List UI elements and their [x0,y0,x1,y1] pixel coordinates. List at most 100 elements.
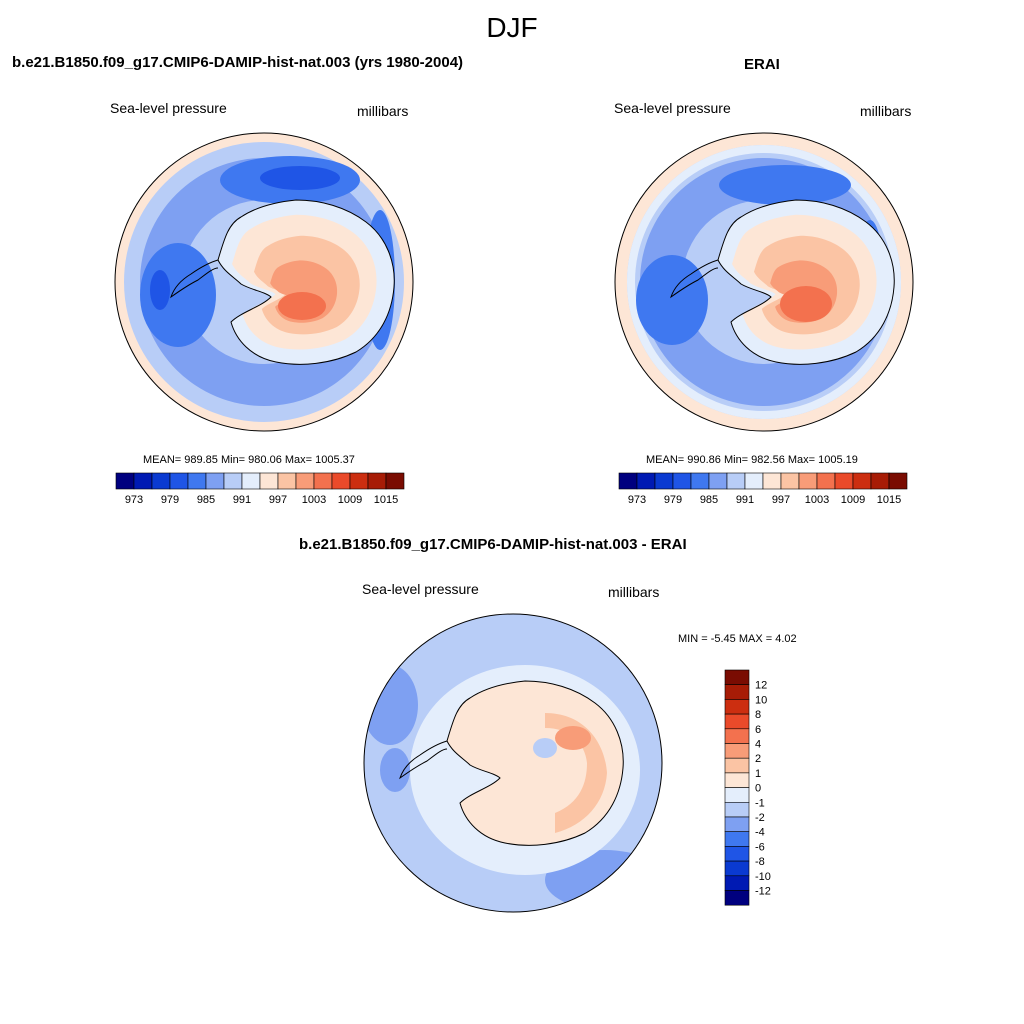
obs-colorbar-box [798,472,818,490]
model-low-center-2 [140,243,216,347]
model-colorbar-box [331,472,351,490]
model-colorbar-label: 979 [161,494,179,506]
model-colorbar-label: 1015 [374,494,398,506]
diff-colorbar-box [724,846,750,862]
model-colorbar-box [115,472,135,490]
diff-colorbar-box [724,860,750,877]
model-colorbar-label: 991 [233,494,251,506]
model-colorbar-box [277,472,297,490]
obs-colorbar-label: 985 [700,494,718,506]
model-colorbar-box [187,472,207,490]
model-colorbar-box [385,472,405,490]
diff-colorbar-box [724,743,750,759]
diff-colorbar-box [724,684,750,700]
model-colorbar-box [133,472,153,490]
model-colorbar-label: 997 [269,494,287,506]
model-colorbar-box [223,472,243,490]
diff-colorbar-box [724,890,750,906]
diff-colorbar-label: 10 [755,694,767,706]
diff-colorbar-label: -4 [755,827,765,839]
obs-colorbar: 973 979 985 991 997 1003 1009 1015 [618,472,908,506]
obs-variable-label: Sea-level pressure [614,100,731,116]
diff-negative-patch-2 [380,748,410,792]
diff-colorbar-box [724,875,750,891]
diff-colorbar-box [724,713,750,730]
obs-colorbar-label: 997 [772,494,790,506]
obs-units-label: millibars [860,103,912,119]
diff-stats: MIN = -5.45 MAX = 4.02 [678,633,797,645]
obs-colorbar-box [726,472,746,490]
model-colorbar-box [295,472,315,490]
obs-colorbar-box [870,472,890,490]
model-variable-label: Sea-level pressure [110,100,227,116]
obs-map-border [614,132,914,432]
obs-colorbar-box [834,472,854,490]
model-panel-title: b.e21.B1850.f09_g17.CMIP6-DAMIP-hist-nat… [12,54,464,71]
diff-colorbar-box [724,787,750,803]
obs-mid-ring [627,145,901,419]
diff-colorbar-label: 12 [755,680,767,692]
diff-panel-title: b.e21.B1850.f09_g17.CMIP6-DAMIP-hist-nat… [299,536,687,553]
model-colorbar-box [205,472,225,490]
obs-colorbar-box [708,472,728,490]
diff-colorbar-label: 4 [755,739,761,751]
diff-negative-patch-1 [364,665,418,745]
model-colorbar-box [259,472,279,490]
diff-colorbar-label: 1 [755,768,761,780]
obs-colorbar-box [690,472,710,490]
obs-low-center-2 [636,255,708,345]
model-colorbar-box [151,472,171,490]
model-colorbar-label: 1003 [302,494,326,506]
obs-colorbar-box [816,472,836,490]
diff-colorbar-label: -10 [755,871,771,883]
obs-colorbar-box [744,472,764,490]
diff-colorbar-box [724,816,750,832]
obs-colorbar-label: 979 [664,494,682,506]
diff-colorbar-box [724,772,750,788]
model-low-core-1 [260,166,340,190]
diff-colorbar-box [724,801,750,818]
obs-stats: MEAN= 990.86 Min= 982.56 Max= 1005.19 [646,454,858,466]
diff-colorbar-label: -6 [755,841,765,853]
figure-title: DJF [486,12,538,43]
obs-colorbar-box [636,472,656,490]
obs-colorbar-label: 1009 [841,494,865,506]
diff-colorbar-box [724,728,750,744]
obs-colorbar-label: 973 [628,494,646,506]
obs-panel-title: ERAI [744,56,780,73]
obs-colorbar-label: 1015 [877,494,901,506]
model-colorbar: 973 979 985 991 997 1003 1009 1015 [115,472,405,506]
obs-colorbar-label: 1003 [805,494,829,506]
diff-colorbar-label: -12 [755,886,771,898]
model-colorbar-label: 1009 [338,494,362,506]
obs-colorbar-box [888,472,908,490]
obs-low-center-1 [719,165,851,205]
obs-colorbar-box [762,472,782,490]
model-colorbar-box [241,472,261,490]
model-map-border [114,132,414,432]
diff-colorbar-label: 2 [755,753,761,765]
diff-map [363,613,663,913]
diff-map-border [363,613,663,913]
diff-units-label: millibars [608,584,660,600]
obs-colorbar-box [852,472,872,490]
diff-colorbar-label: -8 [755,856,765,868]
obs-colorbar-label: 991 [736,494,754,506]
model-units-label: millibars [357,103,409,119]
model-colorbar-box [169,472,189,490]
obs-colorbar-box [672,472,692,490]
model-low-core-2 [150,270,170,310]
obs-colorbar-box [618,472,638,490]
model-colorbar-label: 973 [125,494,143,506]
diff-colorbar-box [724,669,750,685]
diff-colorbar-box [724,699,750,715]
model-stats: MEAN= 989.85 Min= 980.06 Max= 1005.37 [143,454,355,466]
model-map [114,132,414,432]
model-colorbar-box [349,472,369,490]
diff-colorbar-box [724,831,750,847]
obs-colorbar-box [654,472,674,490]
diff-colorbar-label: 8 [755,709,761,721]
diff-colorbar-label: -2 [755,812,765,824]
